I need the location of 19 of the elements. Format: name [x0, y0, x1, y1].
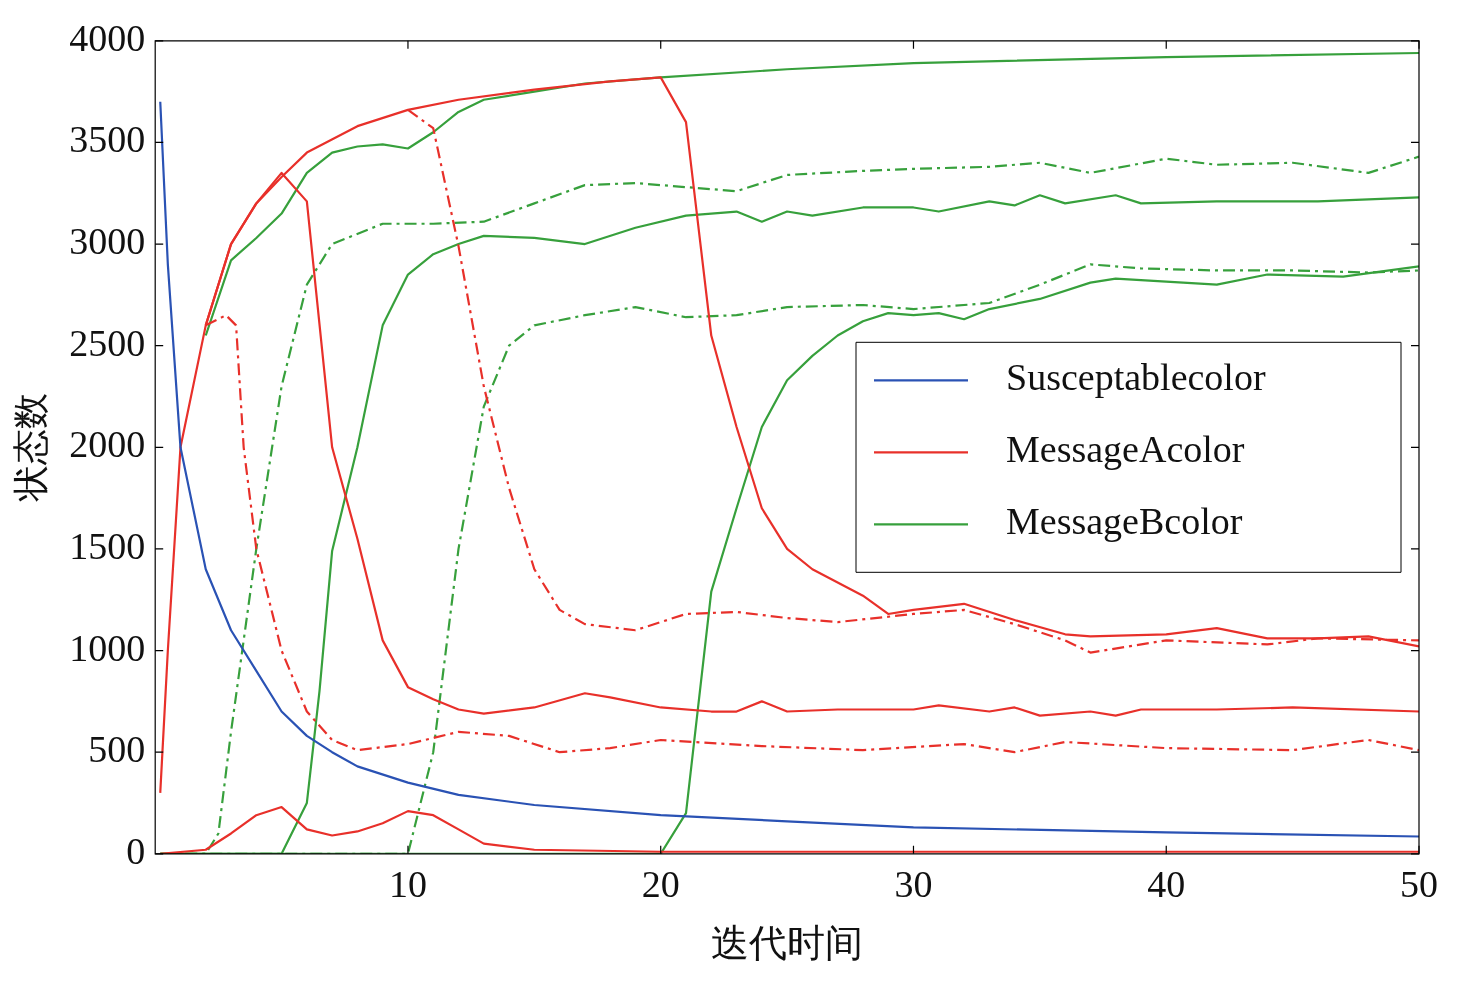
legend-label: MessageAcolor [1006, 428, 1245, 471]
y-tick-label: 2000 [69, 423, 146, 466]
y-tick-label: 0 [126, 829, 146, 872]
x-tick-label: 30 [894, 862, 933, 905]
y-tick-label: 2500 [69, 321, 146, 364]
y-tick-label: 4000 [69, 16, 146, 59]
y-tick-label: 3500 [69, 118, 146, 161]
x-tick-label: 20 [641, 862, 680, 905]
y-tick-label: 1000 [69, 626, 146, 669]
y-tick-label: 1500 [69, 524, 146, 567]
x-tick-label: 50 [1400, 862, 1438, 905]
y-tick-label: 3000 [69, 220, 146, 263]
y-axis-title: 状态数 [11, 393, 52, 503]
x-tick-label: 40 [1147, 862, 1186, 905]
y-tick-label: 500 [88, 728, 146, 771]
legend-label: Susceptablecolor [1006, 356, 1266, 399]
legend-label: MessageBcolor [1006, 500, 1243, 543]
x-tick-label: 10 [388, 862, 427, 905]
x-axis-title: 迭代时间 [711, 922, 864, 965]
